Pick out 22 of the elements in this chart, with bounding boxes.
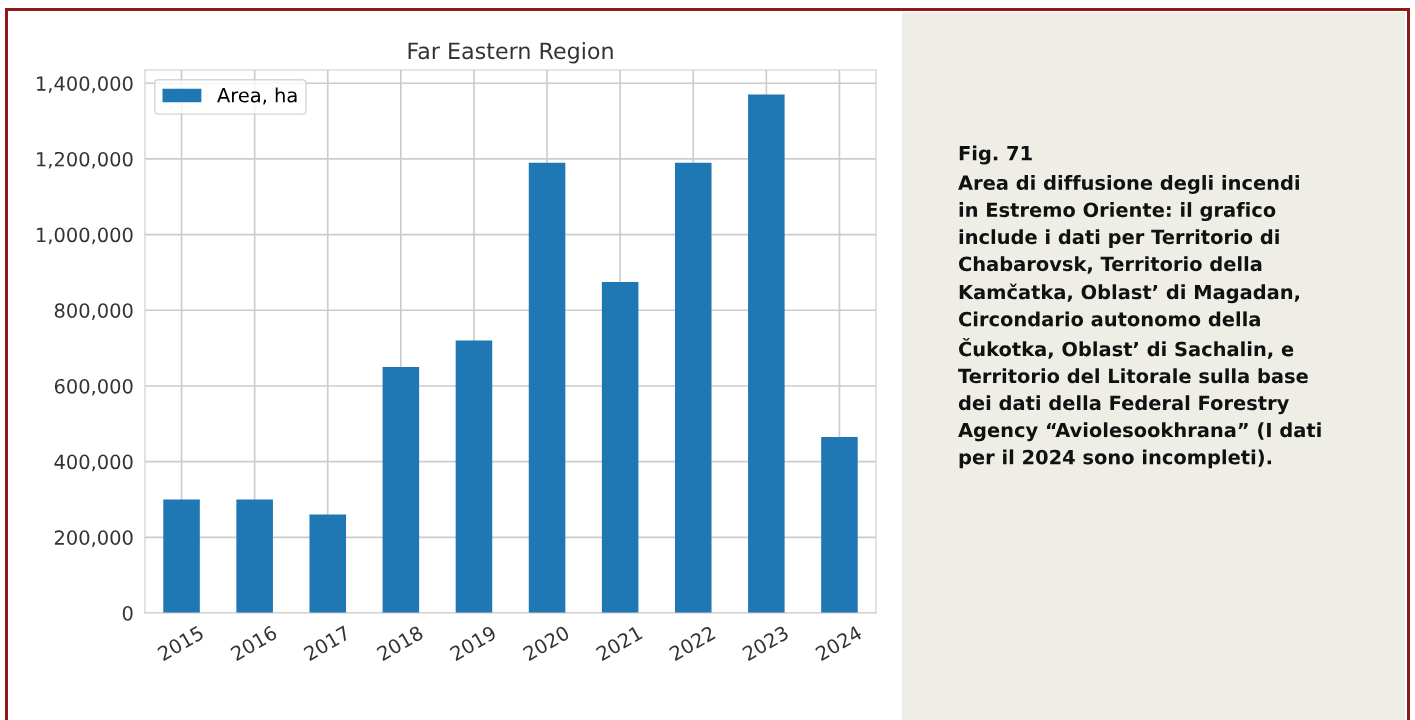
bar [163,499,200,613]
y-tick-label: 400,000 [54,454,133,472]
bar [748,94,785,613]
bar [674,162,712,613]
bar [821,437,858,613]
caption: Fig. 71 [959,145,1032,165]
bar [382,367,420,613]
bar [309,514,347,613]
legend-label: Area, ha [217,87,297,105]
y-tick-label: 1,400,000 [37,76,133,93]
bar [601,281,639,613]
y-tick-label: 200,000 [54,530,133,547]
bar [455,340,493,613]
y-tick-label: 1,000,000 [37,227,133,245]
text: Area di diffusione degli incendi in Estremo Oriente: il grafico include i dati per Territorio di Chabarovsk, Territorio della Kamčatka, Oblast’ di Magadan, Circondario autonomo della Čukotka, Oblast’ di Sachalin, e Territorio del Litorale sulla base dei dati della Federal Forestry Agency “Aviolesookhrana” (I dati per il 2024 sono incompleti). [958,175,1321,469]
y-tick-label: 1,200,000 [37,151,133,169]
y-tick-label: 0 [122,605,133,621]
chart-title: Far Eastern Region [408,42,613,64]
bar [236,499,273,613]
bar [528,162,566,613]
y-tick-label: 800,000 [54,303,133,320]
y-tick-label: 600,000 [54,378,133,396]
